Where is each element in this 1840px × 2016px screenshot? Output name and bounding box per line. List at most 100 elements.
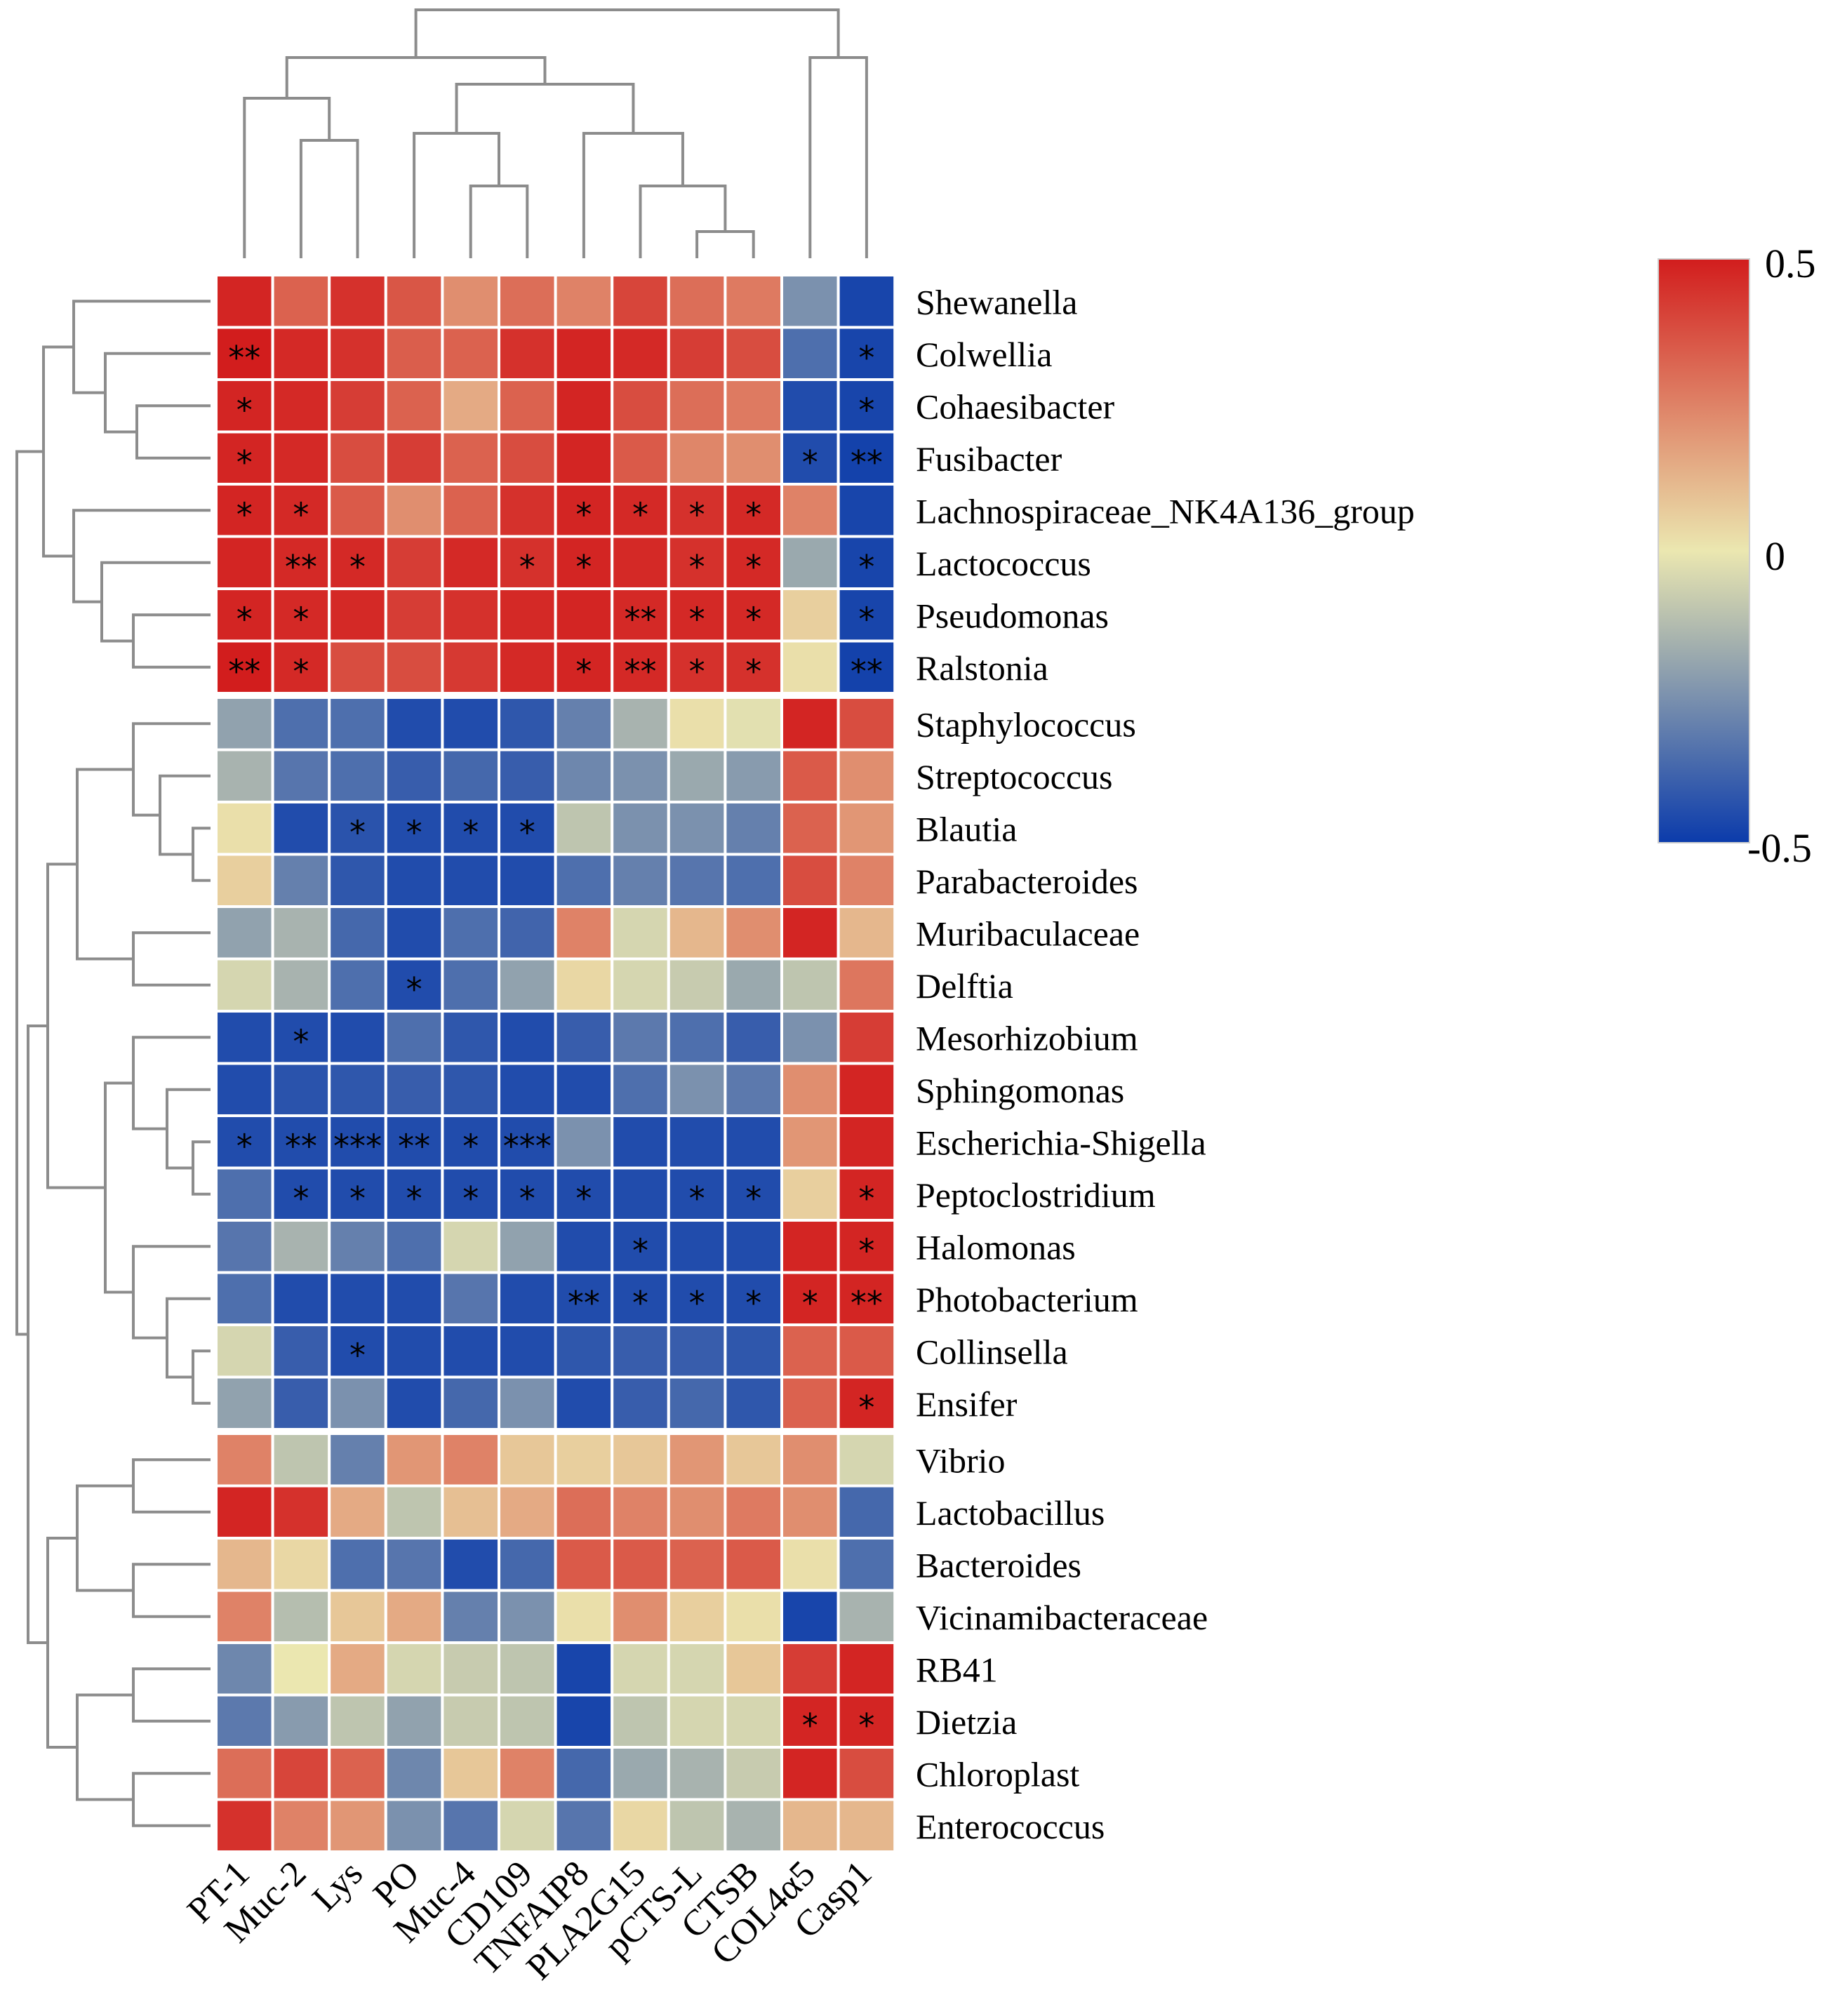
heatmap-cell bbox=[271, 1323, 331, 1379]
significance-marker: * bbox=[349, 1336, 366, 1374]
significance-marker: * bbox=[858, 1389, 874, 1427]
heatmap-cell bbox=[724, 905, 784, 961]
heatmap-cell bbox=[836, 326, 897, 381]
heatmap-cell bbox=[384, 905, 444, 961]
significance-marker: ** bbox=[851, 443, 883, 481]
heatmap-cell bbox=[498, 957, 557, 1013]
heatmap-cell bbox=[215, 801, 274, 856]
heatmap-cell bbox=[780, 1114, 840, 1170]
heatmap-cell bbox=[328, 1484, 387, 1540]
heatmap-cell bbox=[836, 483, 897, 538]
significance-marker: * bbox=[462, 813, 479, 851]
dendrogram-branch bbox=[192, 827, 211, 882]
heatmap-cell bbox=[667, 1746, 727, 1801]
significance-marker: * bbox=[575, 1180, 592, 1217]
heatmap-cell bbox=[780, 1062, 840, 1117]
row-label: Pseudomonas bbox=[916, 596, 1109, 635]
heatmap-cell bbox=[384, 1432, 444, 1488]
heatmap-cell bbox=[554, 1641, 614, 1697]
heatmap-cell bbox=[328, 587, 387, 643]
heatmap-cell bbox=[328, 1271, 387, 1326]
heatmap-cell bbox=[441, 1062, 501, 1117]
heatmap-cell bbox=[271, 905, 331, 961]
heatmap-cell bbox=[554, 1166, 614, 1222]
heatmap-cell bbox=[611, 1589, 670, 1644]
heatmap-cell bbox=[498, 853, 557, 908]
dendrogram-branch bbox=[132, 1667, 211, 1723]
heatmap-cell bbox=[441, 430, 501, 486]
row-label: Delftia bbox=[916, 966, 1013, 1006]
dendrogram-branch bbox=[135, 404, 211, 460]
row-label: Escherichia-Shigella bbox=[916, 1123, 1206, 1162]
heatmap-cell bbox=[384, 1589, 444, 1644]
heatmap-cell bbox=[836, 1537, 897, 1592]
row-label: Dietzia bbox=[916, 1702, 1017, 1742]
dendrogram-branch bbox=[15, 450, 44, 1336]
heatmap-cell bbox=[271, 1641, 331, 1697]
heatmap-cell bbox=[611, 1641, 670, 1697]
heatmap-cell bbox=[215, 1010, 274, 1065]
row-label: Fusibacter bbox=[916, 439, 1062, 479]
heatmap-cell bbox=[384, 535, 444, 590]
heatmap-cell bbox=[780, 748, 840, 803]
row-label: Cohaesibacter bbox=[916, 387, 1115, 426]
heatmap-cell bbox=[498, 430, 557, 486]
heatmap-cell bbox=[215, 535, 274, 590]
heatmap-cell bbox=[498, 274, 557, 329]
heatmap-cell bbox=[611, 1375, 670, 1431]
dendrogram-branch bbox=[166, 1088, 211, 1170]
heatmap-cell bbox=[667, 801, 727, 856]
significance-marker: * bbox=[745, 1284, 761, 1322]
dendrogram-branch bbox=[455, 83, 635, 133]
dendrogram-branch bbox=[808, 56, 868, 258]
heatmap-cell bbox=[215, 1798, 274, 1853]
heatmap-cell bbox=[441, 1271, 501, 1326]
dendrogram-branch bbox=[100, 561, 211, 643]
heatmap-cell bbox=[724, 430, 784, 486]
heatmap-cell bbox=[441, 1484, 501, 1540]
column-dendrogram bbox=[243, 8, 868, 258]
dendrogram-branch bbox=[72, 509, 211, 603]
row-label: Mesorhizobium bbox=[916, 1018, 1138, 1057]
heatmap-cell bbox=[611, 696, 670, 752]
significance-marker: * bbox=[745, 1180, 761, 1217]
heatmap-cell bbox=[328, 1323, 387, 1379]
heatmap-cell bbox=[611, 1323, 670, 1379]
heatmap-cell bbox=[836, 1693, 897, 1749]
heatmap-cell bbox=[271, 1219, 331, 1274]
heatmap-cell bbox=[554, 326, 614, 381]
heatmap-cell bbox=[384, 483, 444, 538]
heatmap-cell bbox=[498, 1010, 557, 1065]
heatmap-cell bbox=[384, 1323, 444, 1379]
heatmap-cell bbox=[836, 905, 897, 961]
heatmap-cell bbox=[667, 1375, 727, 1431]
heatmap-cell bbox=[328, 957, 387, 1013]
dendrogram-branch bbox=[469, 185, 529, 258]
color-scale-legend: 0.5 0 -0.5 bbox=[1658, 241, 1816, 871]
heatmap-cell bbox=[384, 430, 444, 486]
heatmap-cell bbox=[554, 1010, 614, 1065]
heatmap-cell bbox=[667, 1484, 727, 1540]
heatmap-cell bbox=[780, 535, 840, 590]
significance-marker: * bbox=[802, 443, 818, 481]
row-label: Lachnospiraceae_NK4A136_group bbox=[916, 491, 1415, 530]
dendrogram-branch bbox=[285, 56, 547, 98]
heatmap-cell bbox=[611, 378, 670, 434]
heatmap-cell bbox=[611, 1693, 670, 1749]
heatmap-cell bbox=[498, 378, 557, 434]
heatmap-cell bbox=[836, 1271, 897, 1326]
dendrogram-branch bbox=[42, 345, 74, 558]
heatmap-cell bbox=[554, 639, 614, 695]
row-label: Enterococcus bbox=[916, 1807, 1105, 1846]
significance-marker: * bbox=[293, 1022, 309, 1060]
heatmap-cell bbox=[384, 1484, 444, 1540]
heatmap-cell bbox=[780, 1746, 840, 1801]
heatmap-cell bbox=[836, 1114, 897, 1170]
heatmap-cell bbox=[554, 748, 614, 803]
heatmap-cell bbox=[667, 1010, 727, 1065]
row-label: Collinsella bbox=[916, 1332, 1068, 1371]
heatmap-cell bbox=[215, 1537, 274, 1592]
heatmap-cell bbox=[667, 430, 727, 486]
heatmap-cell bbox=[384, 1375, 444, 1431]
heatmap-cell bbox=[667, 696, 727, 752]
